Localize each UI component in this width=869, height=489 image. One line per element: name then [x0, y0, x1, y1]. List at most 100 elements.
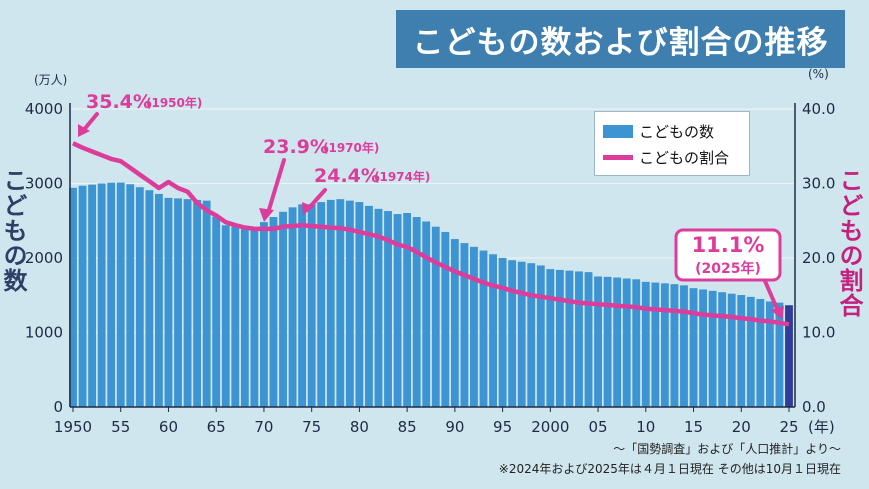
bar-1982 [374, 208, 383, 407]
legend-item-ratio: こどもの割合 [603, 147, 729, 168]
bar-2010 [641, 281, 650, 407]
right-axis-title: こどもの割合 [835, 168, 863, 318]
x-tick-label: 05 [589, 418, 608, 436]
bar-1984 [393, 214, 402, 407]
bar-2000 [546, 269, 555, 407]
bar-1972 [279, 211, 287, 407]
bar-1974 [298, 204, 307, 407]
bar-1993 [479, 250, 488, 407]
bar-1997 [517, 261, 526, 407]
x-tick-label: 95 [493, 418, 512, 436]
bar-1953 [97, 183, 106, 407]
bar-1986 [412, 217, 421, 407]
bar-2009 [632, 279, 641, 407]
bar-1995 [498, 257, 507, 407]
annotation-2025-year: (2025年) [695, 260, 761, 277]
bar-2023 [765, 301, 774, 407]
bar-2001 [555, 269, 564, 407]
bar-1976 [317, 202, 326, 407]
bar-2008 [622, 278, 631, 407]
bar-1965 [212, 216, 221, 407]
bar-1964 [202, 200, 211, 407]
annotation-2025: 11.1% (2025年) [674, 228, 784, 320]
legend-item-count: こどもの数 [603, 121, 714, 142]
legend-label-ratio: こどもの割合 [639, 149, 730, 167]
bar-1994 [489, 254, 497, 407]
x-tick-label: 55 [111, 418, 130, 436]
x-unit-label: (年) [808, 418, 835, 436]
bar-1970 [260, 222, 268, 407]
bar-1969 [250, 229, 259, 407]
bar-1954 [107, 182, 116, 407]
right-tick-label: 0.0 [802, 398, 826, 416]
x-tick-label: 15 [684, 418, 703, 436]
right-unit-label: (%) [808, 67, 829, 81]
bar-1955 [116, 182, 125, 407]
bar-1962 [183, 199, 192, 407]
bar-1959 [155, 193, 163, 407]
annotation-1974-pct: 24.4% [314, 165, 380, 187]
bar-2012 [660, 283, 669, 407]
bar-1971 [269, 217, 278, 407]
bar-2007 [613, 277, 622, 407]
x-tick-label: 90 [445, 418, 464, 436]
annotation-1970-pct: 23.9% [263, 136, 329, 158]
left-tick-label: 0 [53, 398, 63, 416]
x-tick-label: 65 [207, 418, 226, 436]
source-note: 〜「国勢調査」および「人口推計」より〜 [613, 442, 841, 456]
bar-2005 [594, 276, 602, 407]
bar-2021 [746, 296, 755, 407]
right-tick-label: 40.0 [802, 100, 835, 118]
bar-2019 [727, 293, 736, 407]
annotation-2025-box [674, 228, 782, 282]
bar-1960 [164, 197, 173, 407]
bar-2022 [756, 298, 765, 407]
x-tick-label: 80 [350, 418, 369, 436]
bar-1989 [441, 231, 450, 407]
bar-1963 [193, 199, 202, 407]
right-tick-label: 30.0 [802, 175, 835, 193]
annotation-1974-arrowhead [302, 202, 314, 215]
x-tick-label: 75 [302, 418, 321, 436]
bar-1961 [174, 198, 182, 407]
annotation-1950: 35.4% (1950年) [78, 91, 202, 137]
x-tick-label: 20 [732, 418, 751, 436]
bar-1979 [345, 200, 354, 407]
bar-2003 [575, 271, 583, 407]
bar-1957 [135, 187, 144, 407]
annotation-2025-arrow [763, 279, 780, 313]
bar-2025 [785, 305, 793, 407]
bar-1996 [508, 260, 517, 407]
legend-swatch-line [603, 155, 633, 160]
bar-1985 [403, 213, 412, 407]
x-tick-label: 70 [254, 418, 273, 436]
left-tick-label: 4000 [25, 100, 63, 118]
bar-1977 [326, 199, 335, 407]
left-tick-label: 3000 [25, 175, 63, 193]
bar-2006 [603, 276, 612, 407]
bar-1956 [126, 184, 135, 407]
footnote: ※2024年および2025年は４月１日現在 その他は10月１日現在 [498, 462, 841, 476]
bar-2020 [737, 295, 746, 407]
bar-2002 [565, 270, 574, 407]
bar-1958 [145, 190, 154, 407]
right-tick-label: 20.0 [802, 249, 835, 267]
bar-1966 [221, 225, 230, 407]
bar-1973 [288, 207, 297, 407]
annotation-2025-arrowhead [771, 306, 784, 320]
annotation-1950-pct: 35.4% [86, 91, 152, 113]
bar-1967 [231, 226, 240, 407]
bar-2018 [718, 292, 727, 407]
bar-1999 [536, 265, 545, 407]
bar-1981 [365, 205, 373, 407]
bar-2013 [670, 284, 679, 407]
bar-1952 [88, 184, 97, 407]
ratio-line [72, 141, 790, 327]
bar-1992 [470, 246, 478, 407]
x-tick-label: 10 [636, 418, 655, 436]
left-tick-label: 1000 [25, 324, 63, 342]
bar-1987 [422, 221, 431, 407]
legend-label-count: こどもの数 [639, 123, 715, 141]
bar-1980 [355, 202, 364, 407]
